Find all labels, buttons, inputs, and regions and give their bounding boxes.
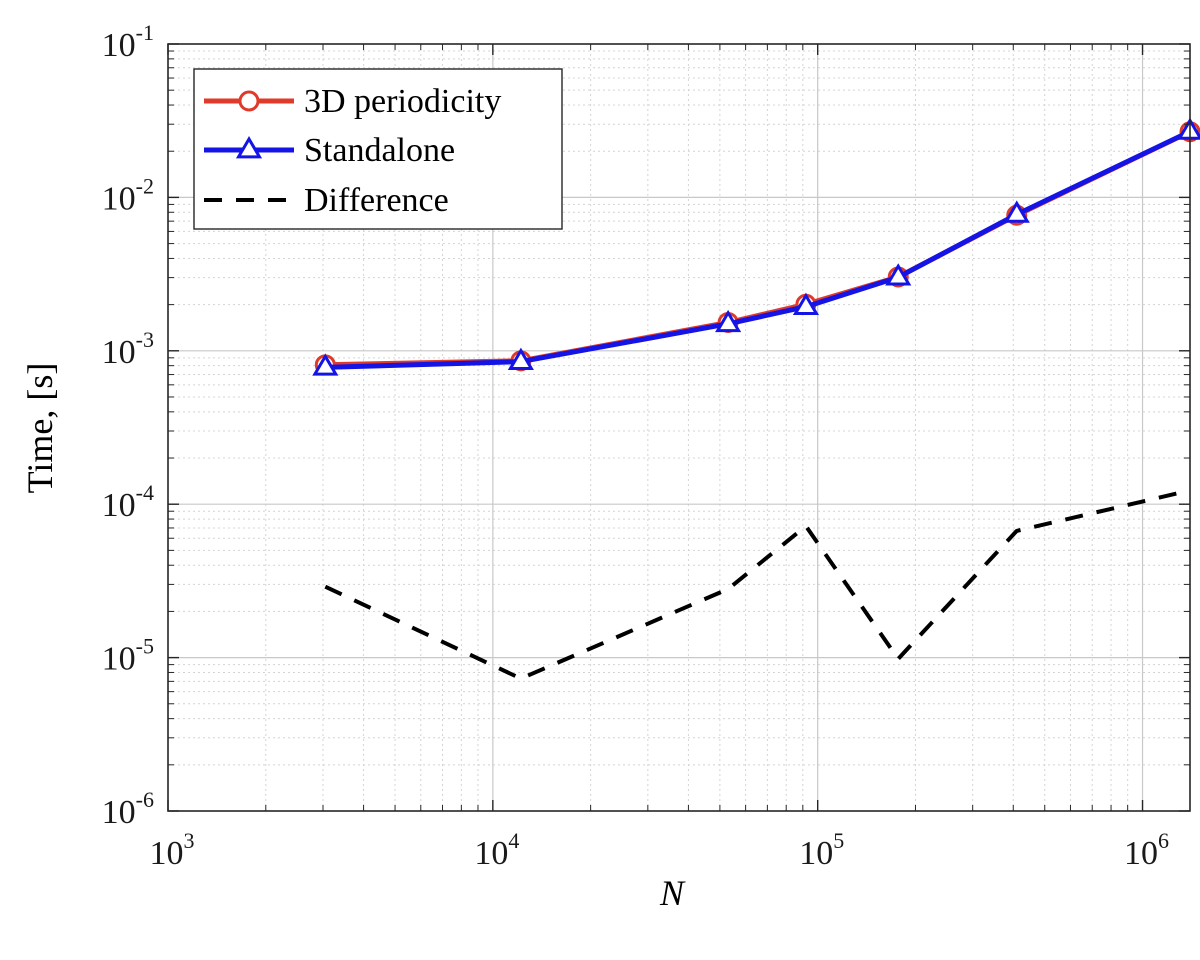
y-tick-label: 10-1: [102, 20, 154, 64]
data-point-standalone: [1003, 200, 1030, 223]
y-tick-label: 10-6: [102, 787, 154, 831]
series-standalone: [312, 117, 1200, 376]
y-tick-label: 10-3: [102, 327, 154, 371]
tick-marks: [167, 43, 1190, 812]
plot-frame: [167, 43, 1191, 812]
x-axis-title: N: [659, 873, 686, 913]
data-point-standalone: [507, 347, 534, 370]
data-point-standalone: [715, 309, 742, 333]
series-difference: [324, 488, 1191, 681]
legend-label-difference: Difference: [304, 182, 449, 219]
legend-label-3d-periodicity: 3D periodicity: [304, 83, 501, 120]
x-tick-label: 106: [1124, 828, 1169, 872]
grid: [168, 44, 1190, 811]
legend-marker-standalone: [235, 136, 263, 159]
legend-marker-3d-periodicity: [238, 90, 260, 112]
legend-label-standalone: Standalone: [304, 132, 455, 169]
x-tick-label: 103: [150, 828, 195, 872]
series-layer: [312, 117, 1200, 681]
y-axis-title: Time, [s]: [20, 363, 60, 494]
data-point-standalone: [885, 263, 912, 286]
data-point-standalone: [312, 353, 339, 376]
y-tick-label: 10-5: [102, 634, 154, 678]
x-tick-label: 104: [474, 828, 519, 872]
series-line-difference: [324, 488, 1191, 681]
legend: 3D periodicity Standalone Difference: [193, 68, 563, 230]
data-point-standalone: [792, 292, 819, 315]
tick-labels: 103 104 105 106 10-6 10-5 10-4 10-3 10-2 10-1: [102, 20, 1169, 872]
y-tick-label: 10-2: [102, 173, 154, 217]
x-tick-label: 105: [799, 828, 844, 872]
y-tick-label: 10-4: [102, 480, 154, 524]
